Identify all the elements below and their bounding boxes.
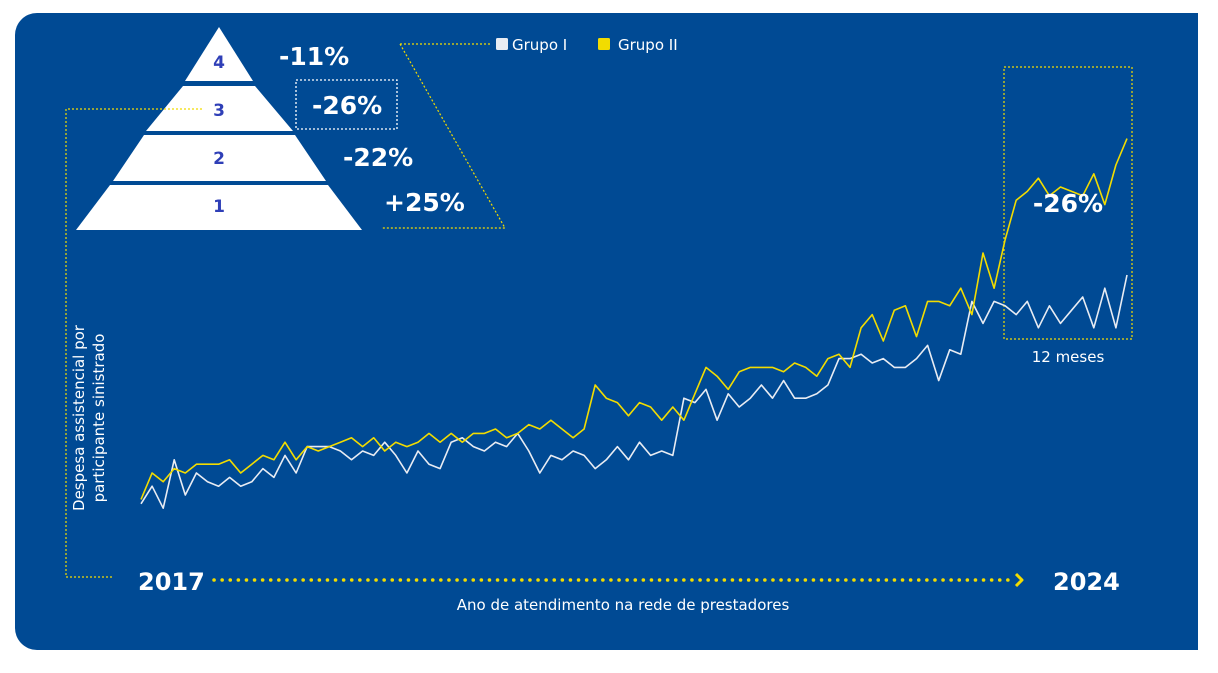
period-label: 12 meses [1032,348,1105,366]
pyramid-change-2: -22% [343,143,413,172]
x-start-label: 2017 [138,568,205,596]
legend: Grupo I Grupo II [496,36,678,54]
pyramid: 4 3 2 1 -11% -26% -22% +25% [76,27,465,230]
pyramid-level-4 [185,27,253,81]
x-axis-chevron-icon [1014,572,1024,588]
pyramid-level-1 [76,185,362,230]
pyramid-label-3: 3 [213,101,225,121]
pyramid-level-2 [113,135,326,181]
y-axis-label-line-2: participante sinistrado [90,334,108,503]
pyramid-label-4: 4 [213,53,225,73]
x-end-label: 2024 [1053,568,1120,596]
series-lines [140,138,1128,510]
callout-change: -26% [1033,189,1103,218]
y-axis-label: Despesa assistencial por participante sin… [70,324,108,511]
highlight-box [295,79,398,130]
legend-label-grupo-ii: Grupo II [618,36,678,54]
pyramid-change-1: +25% [384,188,465,217]
pyramid-change-3: -26% [312,91,382,120]
legend-swatch-grupo-ii [598,38,610,50]
connector-pyramid-to-ylabel [65,108,202,578]
pyramid-change-4: -11% [279,42,349,71]
period-box [1003,66,1133,340]
pyramid-level-3 [146,86,293,131]
pyramid-label-2: 2 [213,149,225,169]
connector-diagonal [382,43,507,229]
series-line-grupo-ii [140,138,1128,500]
x-axis-label: Ano de atendimento na rede de prestadore… [457,596,790,614]
connectors [65,43,1133,578]
legend-label-grupo-i: Grupo I [512,36,567,54]
y-axis-label-line-1: Despesa assistencial por [70,324,88,511]
series-line-grupo-i [140,274,1128,510]
pyramid-label-1: 1 [213,197,225,217]
legend-swatch-grupo-i [496,38,508,50]
y-axis-label-group: Despesa assistencial por participante sin… [70,324,108,511]
